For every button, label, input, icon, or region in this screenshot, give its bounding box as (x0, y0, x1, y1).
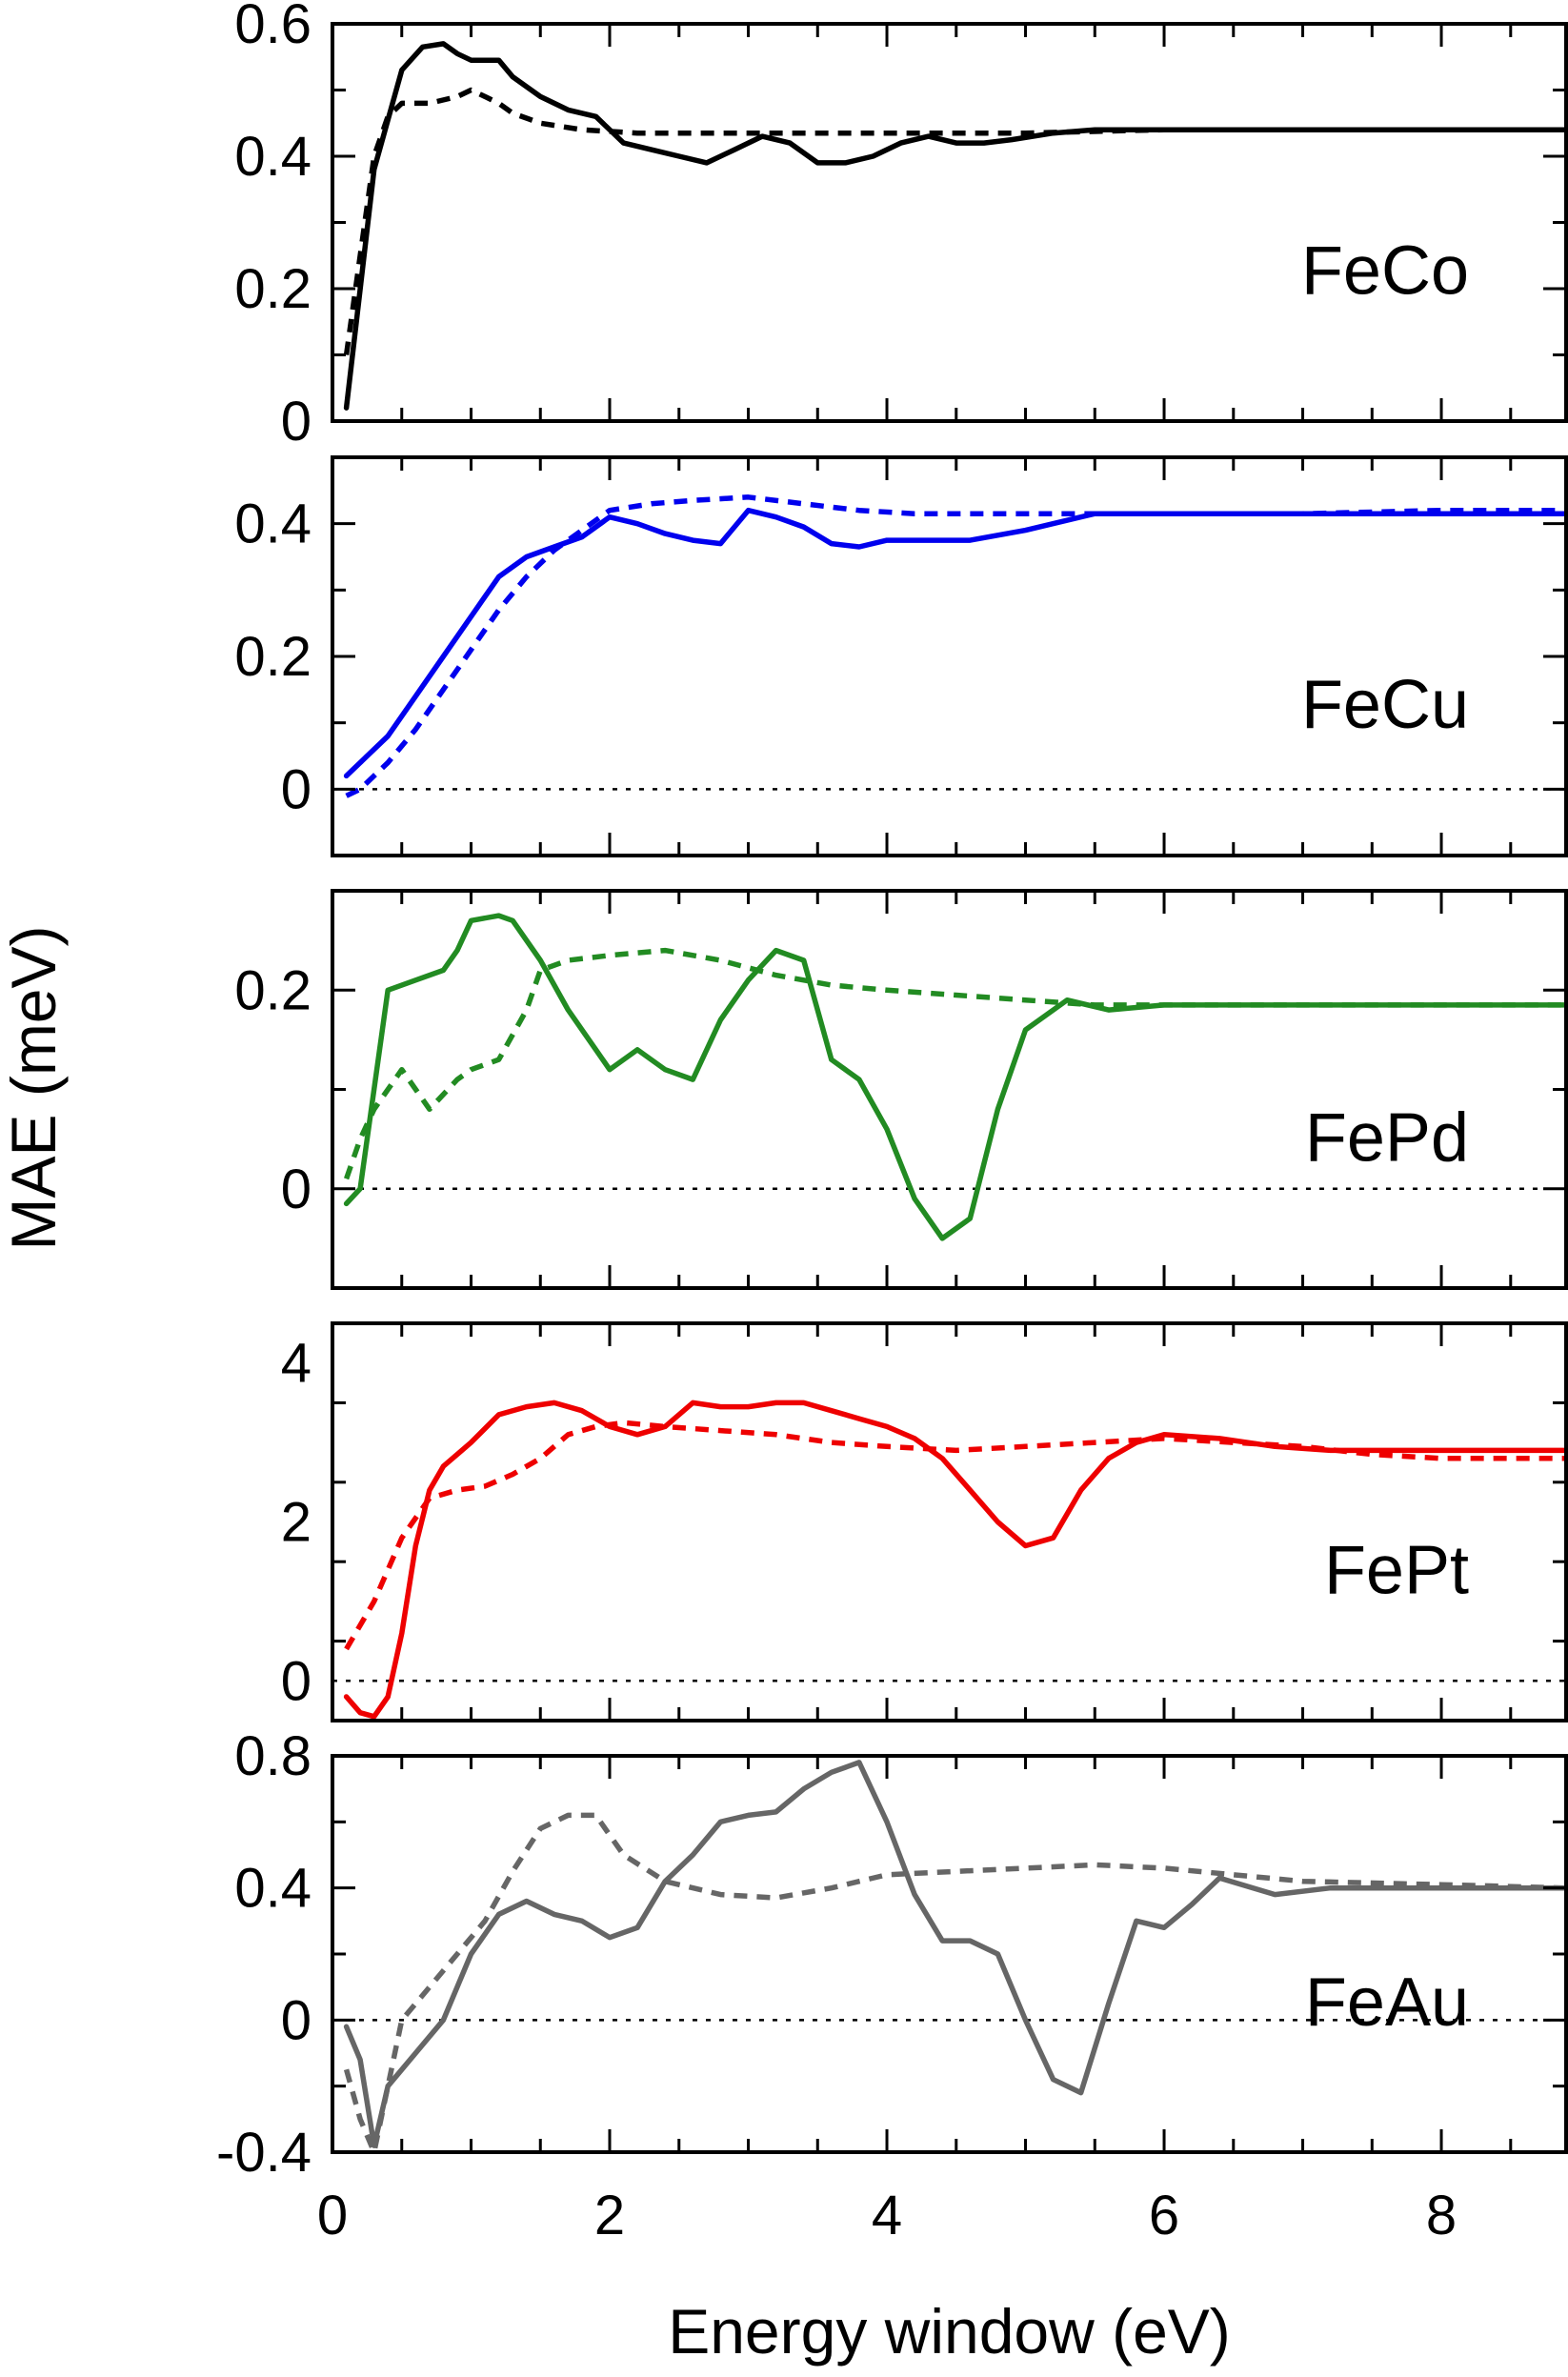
y-tick-label: -0.4 (216, 2122, 312, 2184)
y-tick-label: 0.4 (234, 494, 312, 555)
series-line-solid (343, 1400, 1568, 1720)
x-tick-label: 2 (594, 2185, 625, 2246)
panel-fepd: 0 0.2 FePd (234, 889, 1568, 1290)
panel-label: FeCo (1301, 233, 1469, 310)
y-tick-label: 0 (281, 758, 312, 820)
y-tick-label: 0.4 (234, 126, 312, 188)
x-tick-label: 8 (1426, 2185, 1457, 2246)
panel-frame (331, 889, 1568, 1290)
series-line-solid (343, 41, 1568, 411)
series-line-dashed (345, 494, 1566, 798)
panel-label: FePt (1324, 1533, 1469, 1609)
panel-feco: 0 0.2 0.4 0.6 FeCo (234, 0, 1568, 453)
x-tick-label: 4 (872, 2185, 902, 2246)
series-line-dashed (344, 947, 1566, 1180)
y-tick-label: 0 (281, 1989, 312, 2051)
panel-frame (331, 1321, 1568, 1722)
panel-label: FeAu (1305, 1964, 1469, 2041)
y-tick-label: 0 (281, 1650, 312, 1712)
x-axis-title: Energy window (eV) (668, 2296, 1231, 2367)
panel-feau: -0.4 0 0.4 0.8 FeAu (216, 1725, 1568, 2184)
y-tick-label: 0.2 (234, 626, 312, 688)
panel-label: FeCu (1301, 667, 1469, 743)
panels-group: 0 0.2 0.4 0.6 FeCo 0 0.2 0.4 FeCu 0 0.2 FePd 0 2 4 FePt… (216, 0, 1568, 2246)
y-axis-title: MAE (meV) (0, 925, 69, 1250)
y-tick-label: 0.4 (234, 1858, 312, 1920)
series-line-dashed (343, 87, 1566, 355)
panel-fecu: 0 0.2 0.4 FeCu (234, 455, 1568, 857)
y-tick-label: 0.8 (234, 1725, 312, 1787)
y-tick-label: 0 (281, 391, 312, 453)
y-tick-label: 0.2 (234, 959, 312, 1021)
x-tick-label: 0 (317, 2185, 348, 2246)
y-tick-label: 4 (281, 1333, 312, 1395)
series-line-solid (343, 913, 1568, 1241)
series-line-solid (343, 1760, 1568, 2148)
y-tick-label: 0.6 (234, 0, 312, 55)
series-line-solid (343, 507, 1568, 779)
panel-frame (331, 455, 1568, 857)
series-line-dashed (344, 1420, 1566, 1651)
panel-fept: 0 2 4 FePt (281, 1321, 1568, 1722)
y-tick-label: 0.2 (234, 258, 312, 320)
panel-frame (331, 1754, 1568, 2154)
series-line-dashed (343, 1812, 1567, 2155)
y-tick-label: 0 (281, 1158, 312, 1220)
x-tick-label: 6 (1149, 2185, 1179, 2246)
panel-label: FePd (1305, 1100, 1469, 1177)
y-tick-label: 2 (281, 1492, 312, 1554)
